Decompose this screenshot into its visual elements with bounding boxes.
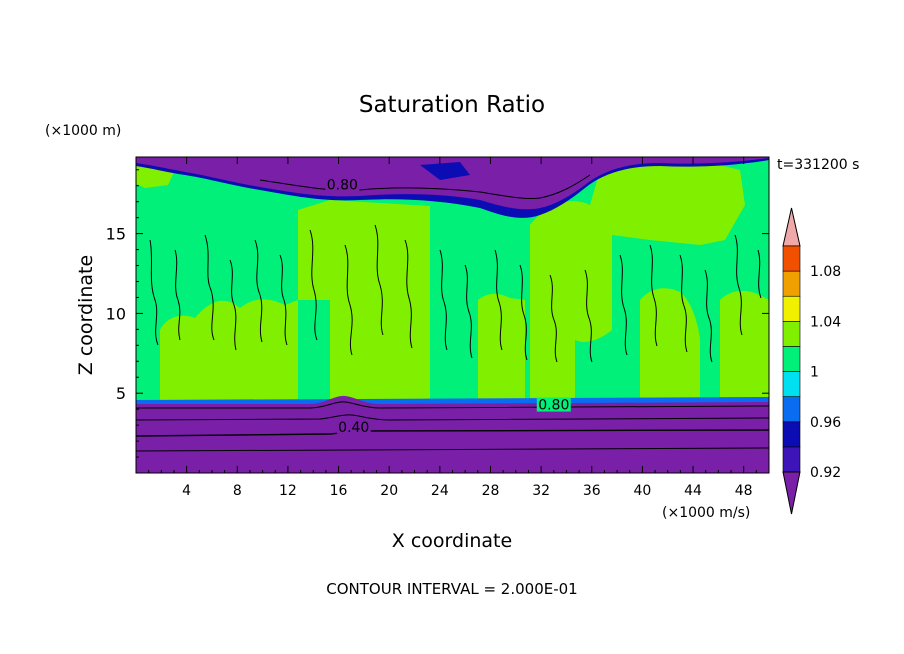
colorbar-tick-label: 0.96 xyxy=(810,415,841,431)
y-tick-label: 5 xyxy=(116,384,126,403)
colorbar-tick-label: 1.04 xyxy=(810,314,841,330)
chart-title: Saturation Ratio xyxy=(359,92,545,118)
colorbar-lower-arrow xyxy=(782,471,801,515)
streaks xyxy=(149,224,762,363)
upper-right-patch xyxy=(600,160,745,245)
cap-inner xyxy=(136,157,769,210)
colorbar-segment xyxy=(782,245,801,272)
x-tick-label: 24 xyxy=(431,483,449,499)
colorbar-upper-arrow xyxy=(782,207,801,247)
colorbar-segment xyxy=(782,446,801,473)
column-a xyxy=(160,299,298,400)
colorbar-segment xyxy=(782,421,801,448)
contour-label-bg xyxy=(336,419,371,434)
dry-cap xyxy=(136,157,769,218)
colorbar-segment xyxy=(782,270,801,297)
contour-labels: 0.80 0.80 0.40 xyxy=(325,177,571,436)
time-label: t=331200 s xyxy=(777,157,859,173)
x-axis-ticks: 4 8 12 16 20 24 28 32 36 40 44 48 xyxy=(148,157,757,499)
x-tick-label: 20 xyxy=(380,483,398,499)
contour-low xyxy=(136,447,769,452)
contour-label: 0.80 xyxy=(538,398,569,414)
x-tick-label: 28 xyxy=(482,483,500,499)
x-axis-label: X coordinate xyxy=(392,530,512,552)
column-f xyxy=(720,290,769,400)
colorbar-segment xyxy=(782,295,801,322)
contour-interval-footer: CONTOUR INTERVAL = 2.000E-01 xyxy=(326,580,577,598)
colorbar-tick-label: 1 xyxy=(810,365,819,381)
x-tick-label: 8 xyxy=(233,483,242,499)
x-tick-label: 4 xyxy=(182,483,191,499)
colorbar-tick-label: 0.92 xyxy=(810,465,841,481)
surface-band xyxy=(136,395,769,473)
y-axis-label: Z coordinate xyxy=(75,255,97,375)
colorbar: 0.92 0.96 1 1.04 1.08 xyxy=(782,207,841,515)
dry-layer xyxy=(136,395,769,473)
moist-columns xyxy=(136,160,769,400)
y-axis-ticks: 5 10 15 xyxy=(106,169,769,458)
x-tick-label: 44 xyxy=(684,483,702,499)
y-unit-label: (×1000 m) xyxy=(45,123,121,139)
colorbar-segment xyxy=(782,396,801,423)
x-tick-label: 48 xyxy=(735,483,753,499)
x-tick-label: 12 xyxy=(279,483,297,499)
contour-0-80-upper xyxy=(259,174,591,199)
column-b xyxy=(298,200,430,400)
cap-detail xyxy=(420,162,470,180)
contour-label: 0.40 xyxy=(338,420,369,436)
column-d xyxy=(530,165,612,400)
x-unit-label: (×1000 m/s) xyxy=(662,505,750,521)
contour-mid xyxy=(136,414,769,421)
colorbar-segment xyxy=(782,371,801,397)
x-tick-label: 36 xyxy=(583,483,601,499)
contour-label: 0.80 xyxy=(327,177,358,193)
y-tick-label: 10 xyxy=(106,304,126,323)
y-tick-label: 15 xyxy=(106,225,126,244)
x-tick-label: 32 xyxy=(532,483,550,499)
contour-label-bg xyxy=(325,177,360,192)
colorbar-tick-label: 1.08 xyxy=(810,264,841,280)
column-e xyxy=(640,288,700,400)
contour-0-80-lower xyxy=(136,401,769,409)
contour-label-bg xyxy=(536,397,571,412)
colorbar-segment xyxy=(782,346,801,372)
x-tick-label: 16 xyxy=(330,483,348,499)
x-tick-label: 40 xyxy=(633,483,651,499)
colorbar-segment xyxy=(782,321,801,347)
plot-area xyxy=(136,157,769,473)
